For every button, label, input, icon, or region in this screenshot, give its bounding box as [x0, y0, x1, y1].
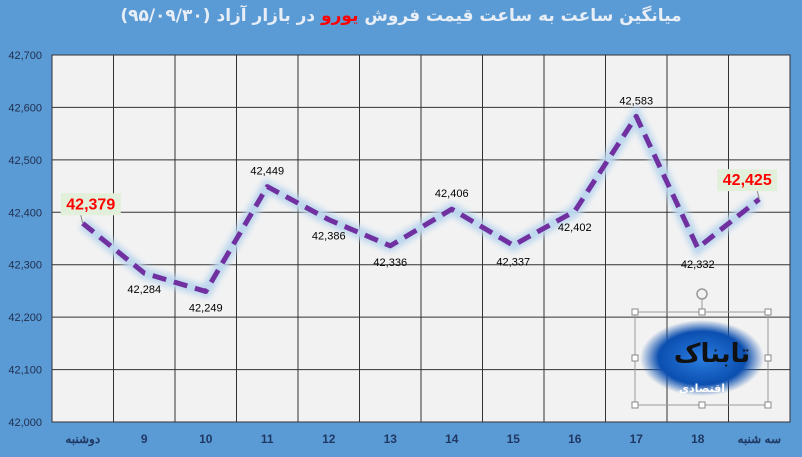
- resize-handle: [631, 354, 639, 362]
- y-tick-label: 42,200: [8, 312, 42, 324]
- data-label: 42,249: [189, 302, 223, 314]
- y-tick-label: 42,000: [8, 417, 42, 429]
- title-highlight: یورو: [321, 6, 359, 26]
- leader-line: [80, 215, 84, 224]
- x-tick-label: 16: [568, 432, 582, 446]
- x-tick-label: 15: [507, 432, 521, 446]
- x-tick-label: 10: [199, 432, 213, 446]
- data-label-bg: [60, 193, 121, 216]
- y-tick-label: 42,100: [8, 365, 42, 377]
- data-label: 42,583: [619, 95, 653, 107]
- y-tick-label: 42,400: [8, 207, 42, 219]
- y-tick-label: 42,300: [8, 260, 42, 272]
- x-tick-label: 14: [445, 432, 459, 446]
- resize-handle: [631, 308, 639, 316]
- resize-handle: [764, 354, 772, 362]
- data-label: 42,284: [127, 284, 161, 296]
- series-line: [81, 113, 761, 294]
- title-text-date: در بازار آزاد (۹۵/۰۹/۳۰): [120, 6, 322, 26]
- x-tick-label: 18: [691, 432, 705, 446]
- x-tick-label: دوشنبه: [65, 432, 100, 447]
- logo-text: تابناک: [674, 339, 750, 369]
- resize-handle: [698, 401, 706, 409]
- data-label: 42,406: [435, 188, 469, 200]
- y-tick-label: 42,500: [8, 155, 42, 167]
- resize-handle: [764, 401, 772, 409]
- x-tick-label: 17: [630, 432, 644, 446]
- y-tick-label: 42,600: [8, 102, 42, 114]
- chart-title: میانگین ساعت به ساعت قیمت فروش یورو در ب…: [0, 6, 802, 26]
- data-label: 42,425: [723, 172, 772, 189]
- data-label: 42,386: [312, 231, 346, 243]
- data-label: 42,402: [558, 222, 592, 234]
- resize-handle: [698, 308, 706, 316]
- logo-subtext: اقتصادی: [679, 382, 725, 395]
- x-tick-label: 12: [322, 432, 336, 446]
- x-tick-label: 9: [141, 432, 148, 446]
- resize-handle: [631, 401, 639, 409]
- x-tick-label: 11: [261, 432, 274, 446]
- data-label: 42,336: [373, 257, 407, 269]
- x-tick-label: 13: [384, 432, 398, 446]
- rotate-handle-icon: [696, 288, 708, 300]
- resize-handle: [764, 308, 772, 316]
- logo: تابناک اقتصادی: [631, 288, 772, 409]
- logo-ellipse: [640, 320, 764, 396]
- data-label-bg: [717, 169, 778, 192]
- y-tick-label: 42,700: [8, 50, 42, 62]
- data-label: 42,449: [250, 166, 284, 178]
- x-tick-label: سه شنبه: [737, 432, 781, 446]
- data-label: 42,379: [66, 196, 115, 213]
- leader-line: [756, 191, 760, 200]
- data-label: 42,337: [496, 256, 530, 268]
- data-label: 42,332: [681, 259, 715, 271]
- title-text: میانگین ساعت به ساعت قیمت فروش: [358, 6, 682, 26]
